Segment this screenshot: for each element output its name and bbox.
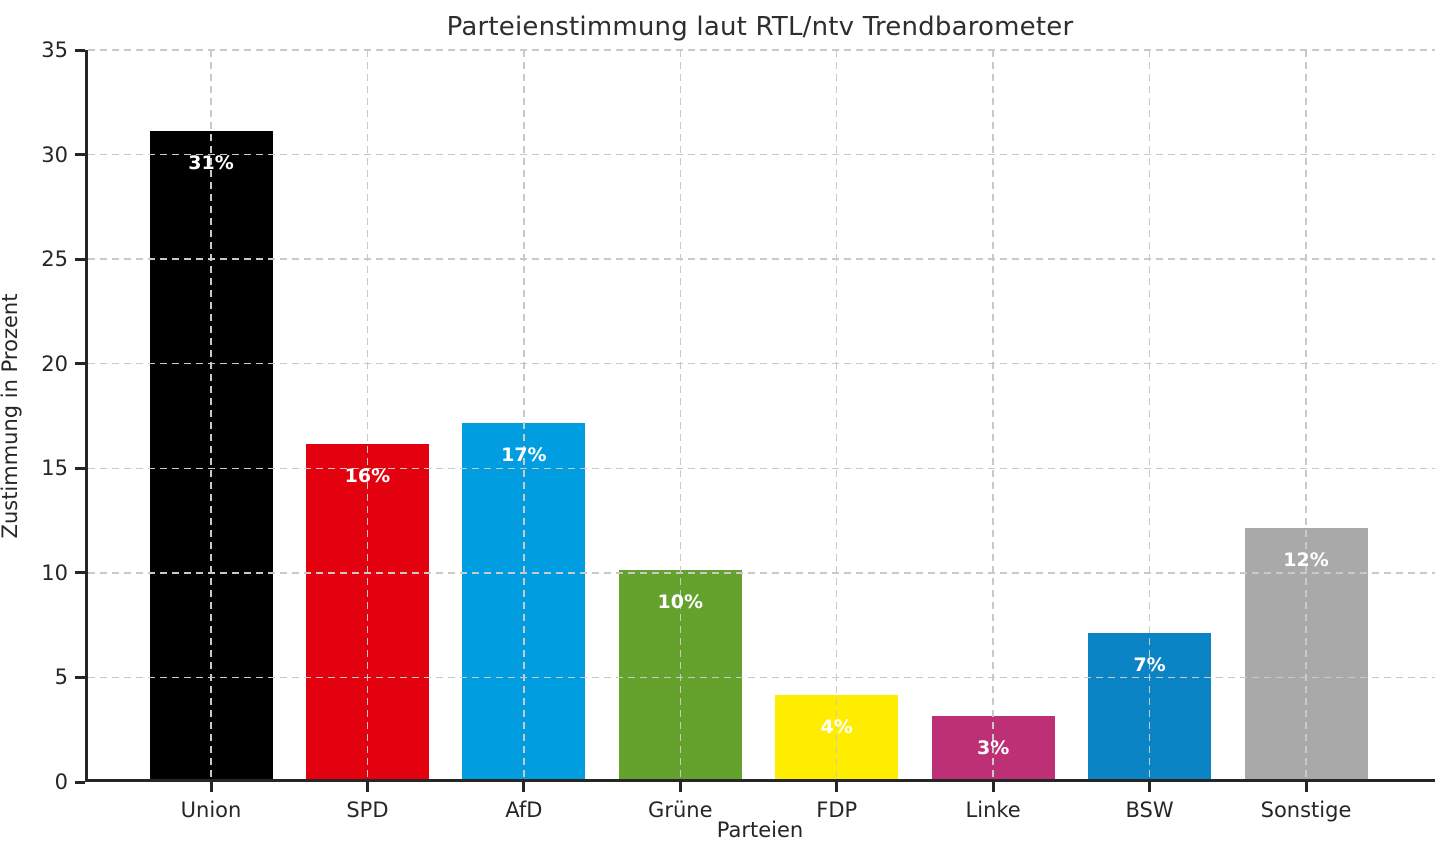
x-tick-mark (1148, 782, 1152, 792)
x-tick-mark (365, 782, 369, 792)
y-tick-label: 10 (41, 560, 68, 585)
x-tick-mark (522, 782, 526, 792)
y-tick-mark (75, 780, 85, 784)
bar-value-label: 12% (1283, 549, 1329, 572)
y-tick-mark (75, 571, 85, 575)
bar-value-label: 3% (977, 737, 1010, 760)
y-tick-mark (75, 48, 85, 52)
bar-value-label: 10% (657, 590, 704, 613)
x-tick-label: Sonstige (1260, 798, 1352, 822)
y-tick-mark (75, 466, 85, 470)
v-gridline (210, 50, 212, 779)
v-gridline (835, 50, 838, 779)
x-tick-mark (678, 782, 682, 792)
bar-value-label: 31% (188, 151, 234, 174)
x-tick-mark (209, 782, 213, 792)
y-tick-label: 5 (54, 665, 68, 690)
y-tick-mark (75, 362, 85, 366)
bar-value-label: 7% (1133, 653, 1166, 676)
x-tick-label: SPD (346, 798, 389, 822)
h-gridline (88, 572, 1435, 574)
v-gridline (1148, 50, 1151, 779)
x-tick-label: Union (180, 798, 242, 822)
x-tick-mark (1304, 782, 1308, 792)
h-gridline (88, 467, 1435, 470)
h-gridline (88, 362, 1435, 365)
bar-value-label: 16% (344, 465, 391, 488)
x-tick-label: BSW (1125, 798, 1174, 822)
v-gridline (679, 50, 682, 779)
y-tick-label: 20 (41, 351, 68, 376)
v-gridline (523, 50, 525, 779)
h-gridline (88, 676, 1435, 679)
v-gridline (992, 50, 994, 779)
y-tick-mark (75, 153, 85, 157)
y-axis-label: Zustimmung in Prozent (0, 293, 22, 539)
y-tick-mark (75, 257, 85, 261)
bar-value-label: 4% (820, 716, 853, 739)
v-gridline (366, 50, 369, 779)
y-tick-label: 25 (41, 247, 68, 272)
h-gridline (88, 258, 1435, 260)
x-tick-mark (991, 782, 995, 792)
v-gridline (1305, 50, 1307, 779)
x-tick-label: Grüne (648, 798, 713, 822)
chart-title: Parteienstimmung laut RTL/ntv Trendbarom… (446, 12, 1074, 42)
y-tick-label: 35 (41, 38, 68, 62)
y-tick-label: 15 (41, 456, 68, 481)
x-tick-label: FDP (816, 798, 858, 822)
x-tick-label: AfD (505, 798, 543, 822)
y-tick-label: 0 (54, 770, 68, 794)
x-tick-label: Linke (965, 798, 1021, 822)
y-tick-label: 30 (41, 142, 68, 167)
x-tick-mark (835, 782, 839, 792)
x-axis-label: Parteien (716, 818, 804, 842)
y-tick-mark (75, 675, 85, 679)
h-gridline (88, 153, 1435, 156)
h-gridline (88, 49, 1435, 51)
bar-value-label: 17% (501, 444, 547, 467)
plot-area: 0 5 10 15 20 25 30 35 31% Union 16% SPD 17% AfD 10% Grü… (41, 38, 1435, 822)
